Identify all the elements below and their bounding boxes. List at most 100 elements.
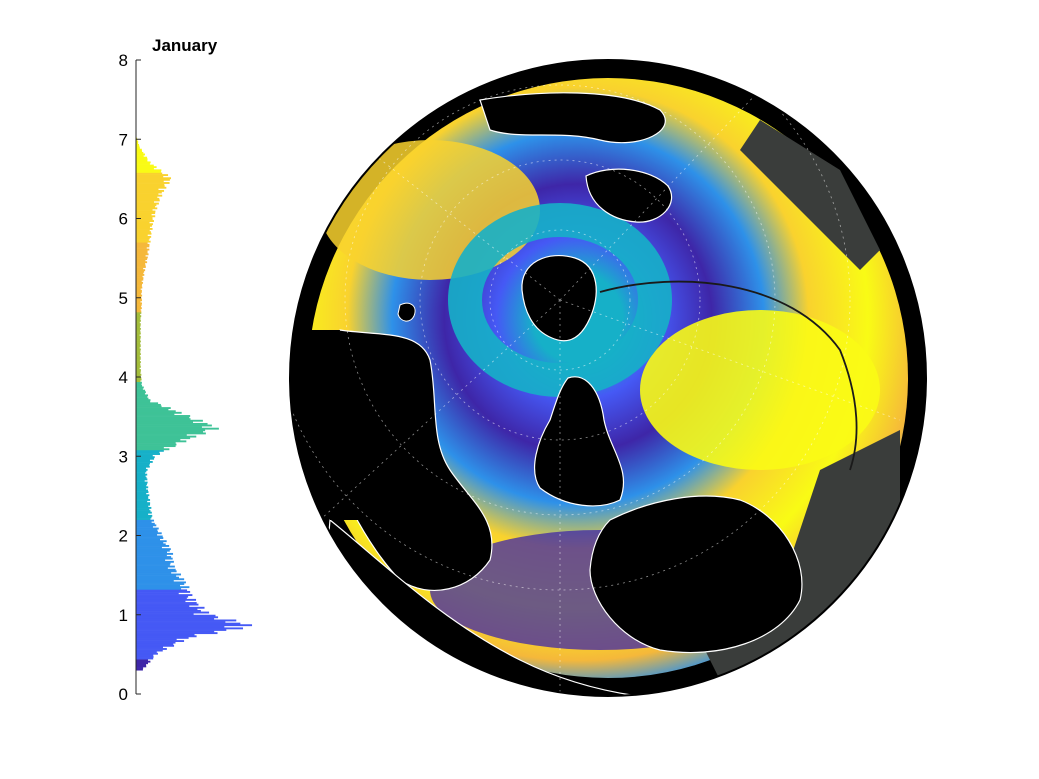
histogram-bar xyxy=(136,562,171,565)
histogram-bar xyxy=(136,281,144,284)
histogram-bar xyxy=(136,421,194,424)
histogram-bar xyxy=(136,557,173,560)
histogram-bar xyxy=(136,454,153,457)
histogram-bar xyxy=(136,163,150,165)
histogram-bar xyxy=(136,356,141,359)
histogram-bar xyxy=(136,364,141,367)
histogram-bar xyxy=(136,491,149,494)
histogram-bar xyxy=(136,191,162,194)
histogram-bar xyxy=(136,182,170,184)
histogram-bar xyxy=(136,655,154,658)
histogram-bar xyxy=(136,625,225,628)
histogram-bar xyxy=(136,408,169,411)
histogram-bar xyxy=(136,541,164,544)
histogram-bar xyxy=(136,291,142,294)
histogram-bar xyxy=(136,353,141,356)
histogram-bar xyxy=(136,372,141,375)
histogram-bar xyxy=(136,586,190,589)
histogram-bar xyxy=(136,304,142,306)
histogram-bar xyxy=(136,440,187,443)
histogram-bar xyxy=(136,199,160,202)
histogram-bar xyxy=(136,522,155,525)
histogram-bar xyxy=(136,158,148,161)
yellow-band-east xyxy=(640,310,880,470)
histogram-bar xyxy=(136,251,148,254)
histogram-bar xyxy=(136,139,138,142)
histogram-bar xyxy=(136,595,189,598)
histogram-bar xyxy=(136,413,175,416)
histogram-bar xyxy=(136,220,154,222)
histogram-bar xyxy=(136,622,241,625)
histogram-bar xyxy=(136,247,147,249)
histogram-bar xyxy=(136,465,150,468)
histogram-bar xyxy=(136,619,237,622)
histogram-bar xyxy=(136,635,197,638)
histogram-panel: January 0 1 2 3 4 5 6 7 8 xyxy=(119,36,253,704)
histogram-bar xyxy=(136,525,153,528)
histogram-bar xyxy=(136,457,155,460)
histogram-bar xyxy=(136,140,139,143)
histogram-bar xyxy=(136,335,141,338)
histogram-bar xyxy=(136,499,151,501)
histogram-bar xyxy=(136,310,142,313)
histogram-bar xyxy=(136,337,141,340)
histogram-bar xyxy=(136,302,142,305)
histogram-bar xyxy=(136,565,175,568)
histogram-bar xyxy=(136,205,156,208)
histogram-bar xyxy=(136,448,170,451)
histogram-bar xyxy=(136,575,177,578)
histogram-bar xyxy=(136,240,151,243)
histogram-bar xyxy=(136,170,161,173)
histogram-bar xyxy=(136,410,176,413)
histogram-bar xyxy=(136,510,151,513)
histogram-bar xyxy=(136,185,165,188)
histogram-bar xyxy=(136,529,158,532)
histogram-bar xyxy=(136,258,148,261)
histogram-bar xyxy=(136,411,182,414)
histogram-bar xyxy=(136,573,181,576)
histogram-bar xyxy=(136,285,142,287)
histogram-bar xyxy=(136,511,152,514)
histogram-bar xyxy=(136,169,162,172)
histogram-bar xyxy=(136,590,191,593)
histogram-bar xyxy=(136,172,163,175)
histogram-bar xyxy=(136,269,146,272)
histogram-bar xyxy=(136,483,147,486)
histogram-bar xyxy=(136,548,171,551)
landmass-australia xyxy=(585,168,673,223)
histogram-bar xyxy=(136,380,141,383)
histogram-bar xyxy=(136,229,150,232)
histogram-bar xyxy=(136,369,141,371)
histogram-bar xyxy=(136,248,150,251)
histogram-bar xyxy=(136,407,171,409)
histogram-bar xyxy=(136,513,149,516)
histogram-bar xyxy=(136,167,154,170)
histogram-bar xyxy=(136,654,154,657)
histogram-bar xyxy=(136,223,153,226)
histogram-bar xyxy=(136,399,151,402)
histogram-bar xyxy=(136,323,141,325)
histogram-bar xyxy=(136,378,142,381)
histogram-bar xyxy=(136,221,150,224)
histogram-bar xyxy=(136,492,147,495)
histogram-bar xyxy=(136,519,155,522)
histogram-bar xyxy=(136,576,179,579)
landmass-north-america xyxy=(589,495,803,654)
histogram-bar xyxy=(136,210,156,213)
y-axis-ticks: 0 1 2 3 4 5 6 7 8 xyxy=(119,51,141,704)
histogram-bar xyxy=(136,508,150,511)
histogram-bar xyxy=(136,207,158,210)
histogram-bar xyxy=(136,288,141,291)
histogram-bar xyxy=(136,453,160,455)
histogram-bar xyxy=(136,289,142,292)
histogram-bar xyxy=(136,242,148,245)
histogram-bar xyxy=(136,437,191,440)
histogram-bar xyxy=(136,472,146,474)
histogram-bar xyxy=(136,473,148,476)
histogram-bar xyxy=(136,270,145,273)
histogram-bar xyxy=(136,443,177,446)
histogram-bar xyxy=(136,432,206,435)
histogram-bar xyxy=(136,383,142,386)
histogram-bar xyxy=(136,194,163,197)
histogram-bar xyxy=(136,640,185,642)
